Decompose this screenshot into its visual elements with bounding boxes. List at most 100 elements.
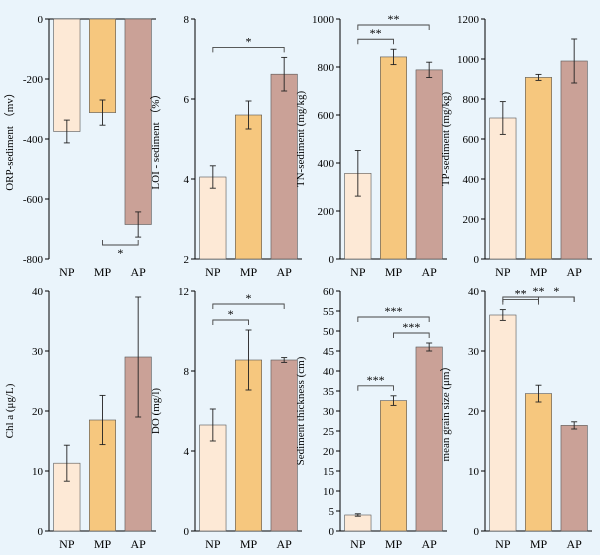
significance-label: ** xyxy=(370,26,382,40)
bar-np xyxy=(199,176,227,260)
significance-bracket xyxy=(393,332,430,338)
y-tick-label: -800 xyxy=(23,254,44,266)
bar-mp xyxy=(380,400,407,532)
chart-panel-5: 0 10 20 30 40 Chl a (μg/L) NP MP AP xyxy=(4,286,156,551)
y-tick-label: 8 xyxy=(184,366,190,378)
y-axis-title: TP-sediment (mg/kg) xyxy=(440,91,452,186)
significance-bracket xyxy=(212,319,249,325)
significance-label: * xyxy=(228,307,234,321)
y-tick-label: 40 xyxy=(323,366,335,378)
y-tick-label: 600 xyxy=(318,110,335,122)
x-tick-label: NP xyxy=(59,265,75,279)
significance-bracket xyxy=(357,24,430,30)
y-tick-label: 20 xyxy=(323,446,335,458)
y-tick-label: 4 xyxy=(184,174,190,186)
y-tick-label: 1000 xyxy=(312,14,335,26)
x-tick-label: AP xyxy=(421,537,437,551)
x-tick-label: MP xyxy=(385,265,403,279)
significance-label: * xyxy=(246,34,252,48)
significance-label: *** xyxy=(385,304,403,318)
x-tick-label: MP xyxy=(94,265,112,279)
bar-np xyxy=(489,117,517,260)
bar-ap xyxy=(415,69,443,260)
y-tick-label: 2 xyxy=(184,254,190,266)
chart-panel-6: 0 4 8 12 DO (mg/l) NP MP AP * * xyxy=(150,286,302,551)
y-tick-label: 30 xyxy=(468,346,480,358)
x-tick-label: NP xyxy=(350,537,366,551)
x-tick-label: AP xyxy=(276,265,292,279)
x-tick-label: NP xyxy=(205,537,221,551)
chart-panel-1: 0 -200 -400 -600 -800 ORP-sediment （mv） NP MP AP… xyxy=(3,14,156,279)
x-tick-label: NP xyxy=(350,265,366,279)
x-tick-label: MP xyxy=(530,537,548,551)
x-tick-label: MP xyxy=(385,537,403,551)
y-tick-label: 30 xyxy=(323,406,335,418)
significance-bracket xyxy=(357,38,394,45)
bar-ap xyxy=(415,346,443,532)
y-tick-label: 6 xyxy=(184,94,190,106)
x-tick-label: NP xyxy=(495,265,511,279)
y-axis-title: Sediment thickness (cm) xyxy=(295,356,307,465)
y-tick-label: 10 xyxy=(323,486,335,498)
y-tick-label: 40 xyxy=(468,286,480,298)
y-tick-label: 25 xyxy=(323,426,335,438)
y-tick-label: 10 xyxy=(32,466,44,478)
x-tick-label: NP xyxy=(495,537,511,551)
bar-ap xyxy=(560,60,588,260)
chart-panel-2: 2 4 6 8 LOI - sediment （%） NP MP AP * xyxy=(149,14,302,279)
x-tick-label: AP xyxy=(566,537,582,551)
significance-bracket xyxy=(212,303,285,309)
y-tick-label: 20 xyxy=(32,406,44,418)
y-tick-label: 400 xyxy=(318,158,335,170)
x-tick-label: MP xyxy=(94,537,112,551)
significance-bracket xyxy=(357,316,430,322)
chart-panel-7: 0 5 10 15 20 25 30 35 40 45 50 55 60 Sediment thickne… xyxy=(295,286,447,551)
y-tick-label: 4 xyxy=(184,446,190,458)
y-tick-label: 600 xyxy=(463,134,480,146)
x-tick-label: MP xyxy=(240,265,258,279)
y-tick-label: 5 xyxy=(329,506,335,518)
significance-label: * xyxy=(117,246,123,260)
bar-ap xyxy=(270,73,298,260)
bar-mp xyxy=(235,114,262,260)
significance-bracket xyxy=(502,299,539,305)
y-tick-label: 40 xyxy=(32,286,44,298)
x-tick-label: AP xyxy=(566,265,582,279)
x-tick-label: AP xyxy=(421,265,437,279)
y-tick-label: 0 xyxy=(329,254,335,266)
y-tick-label: 45 xyxy=(323,346,335,358)
chart-panel-4: 0 200 400 600 800 1000 1200 TP-sediment (mg/kg)… xyxy=(440,14,592,279)
bar-np xyxy=(344,514,372,532)
y-tick-label: 8 xyxy=(184,14,190,26)
y-tick-label: 20 xyxy=(468,406,480,418)
bar-np xyxy=(199,424,227,532)
y-tick-label: 0 xyxy=(38,526,44,538)
y-tick-label: 200 xyxy=(318,206,335,218)
y-axis-title: TN-sediment (mg/kg) xyxy=(295,91,307,188)
x-tick-label: AP xyxy=(130,537,146,551)
y-tick-label: 400 xyxy=(463,174,480,186)
bar-mp xyxy=(525,77,552,260)
y-axis-title: mean grain size (μm） xyxy=(439,361,452,462)
y-tick-label: 0 xyxy=(474,254,480,266)
x-tick-label: AP xyxy=(276,537,292,551)
bar-ap xyxy=(124,18,152,225)
significance-bracket xyxy=(502,296,575,302)
bar-mp xyxy=(89,18,116,113)
y-axis-title: Chl a (μg/L) xyxy=(4,383,16,438)
y-tick-label: 60 xyxy=(323,286,335,298)
y-axis-title: ORP-sediment （mv） xyxy=(3,87,16,191)
y-tick-label: 0 xyxy=(38,14,44,26)
y-axis-title: LOI - sediment （%） xyxy=(149,88,162,189)
significance-bracket xyxy=(102,240,139,246)
y-tick-label: 30 xyxy=(32,346,44,358)
significance-label: ** xyxy=(533,284,545,298)
significance-label: *** xyxy=(367,373,385,387)
y-tick-label: -600 xyxy=(23,194,44,206)
y-tick-label: 35 xyxy=(323,386,335,398)
y-tick-label: 15 xyxy=(323,466,335,478)
bar-ap xyxy=(560,425,588,532)
y-tick-label: 12 xyxy=(178,286,189,298)
